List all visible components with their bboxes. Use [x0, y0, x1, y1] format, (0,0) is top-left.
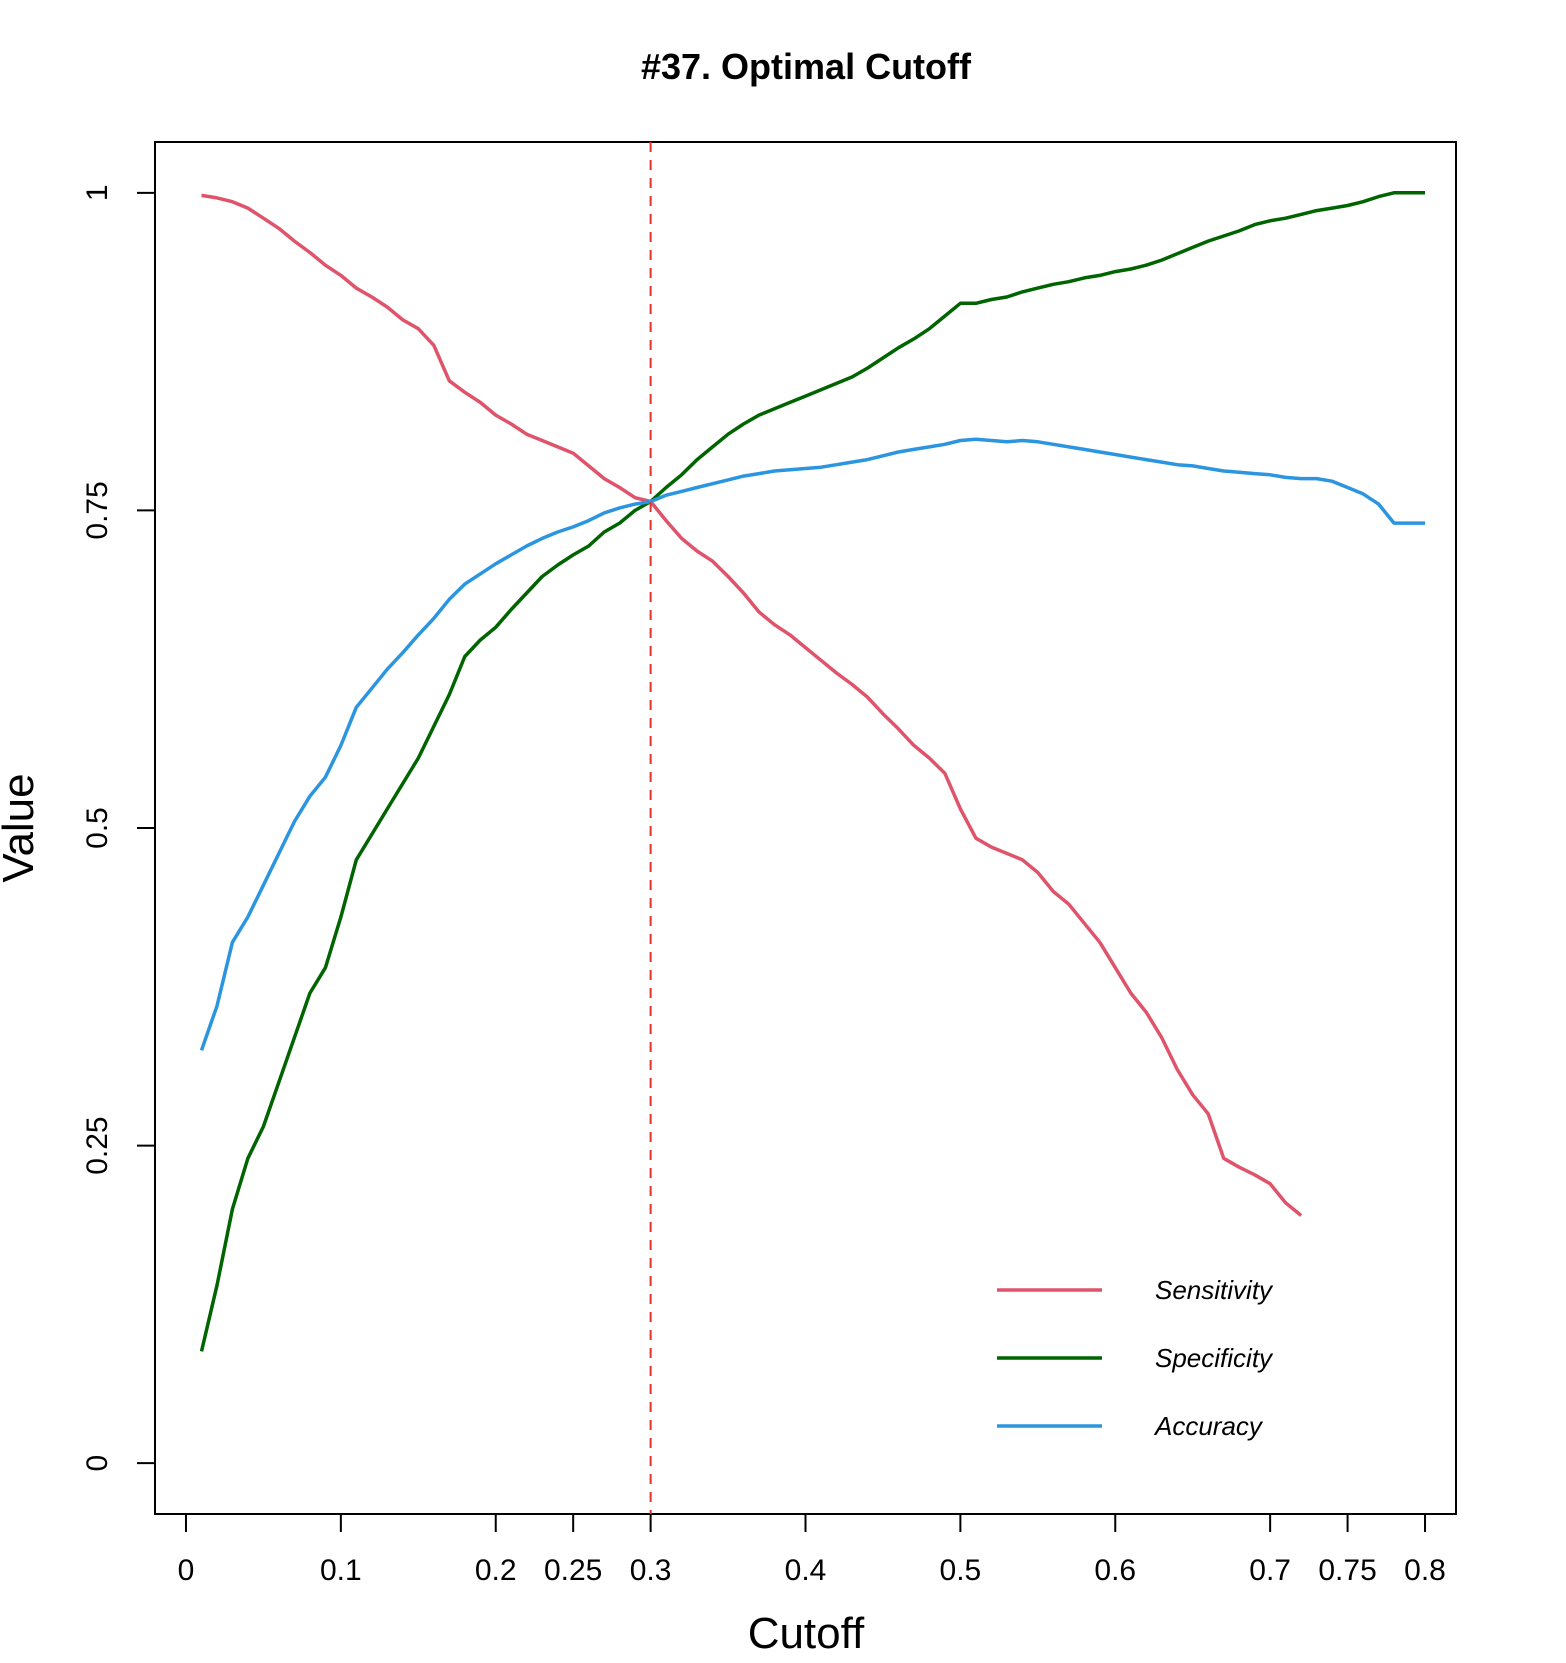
- x-tick-label: 0.1: [320, 1554, 362, 1587]
- y-tick-label: 0.25: [81, 1116, 114, 1174]
- y-axis: 0 0.25 0.5 0.75 1: [81, 184, 156, 1472]
- x-tick-label: 0.6: [1094, 1554, 1136, 1587]
- y-tick-label: 0: [81, 1455, 114, 1472]
- legend-label-sensitivity: Sensitivity: [1155, 1275, 1274, 1305]
- series-layer: [199, 191, 1425, 1352]
- x-tick-label: 0.2: [475, 1554, 517, 1587]
- y-tick-label: 1: [81, 184, 114, 201]
- x-axis: 0 0.1 0.2 0.25 0.3 0.4 0.5 0.6 0.7 0.75 0.8: [178, 1513, 1446, 1587]
- y-tick-label: 0.5: [81, 807, 114, 849]
- x-tick-label: 0.8: [1404, 1554, 1446, 1587]
- x-tick-label: 0: [178, 1554, 195, 1587]
- legend-label-accuracy: Accuracy: [1153, 1411, 1264, 1441]
- x-axis-title: Cutoff: [748, 1609, 865, 1658]
- y-tick-label: 0.75: [81, 481, 114, 539]
- x-tick-label: 0.3: [630, 1554, 672, 1587]
- legend-label-specificity: Specificity: [1155, 1343, 1274, 1373]
- x-tick-label: 0.7: [1249, 1554, 1291, 1587]
- legend: Sensitivity Specificity Accuracy: [997, 1275, 1274, 1441]
- series-line-specificity: [199, 191, 1425, 1352]
- x-tick-label: 0.75: [1318, 1554, 1376, 1587]
- x-tick-label: 0.5: [940, 1554, 982, 1587]
- x-tick-label: 0.4: [785, 1554, 827, 1587]
- chart-title: #37. Optimal Cutoff: [641, 46, 972, 87]
- x-tick-label: 0.25: [544, 1554, 602, 1587]
- series-line-sensitivity: [201, 193, 1303, 1217]
- y-axis-title: Value: [0, 773, 43, 882]
- series-line-accuracy: [199, 437, 1425, 1051]
